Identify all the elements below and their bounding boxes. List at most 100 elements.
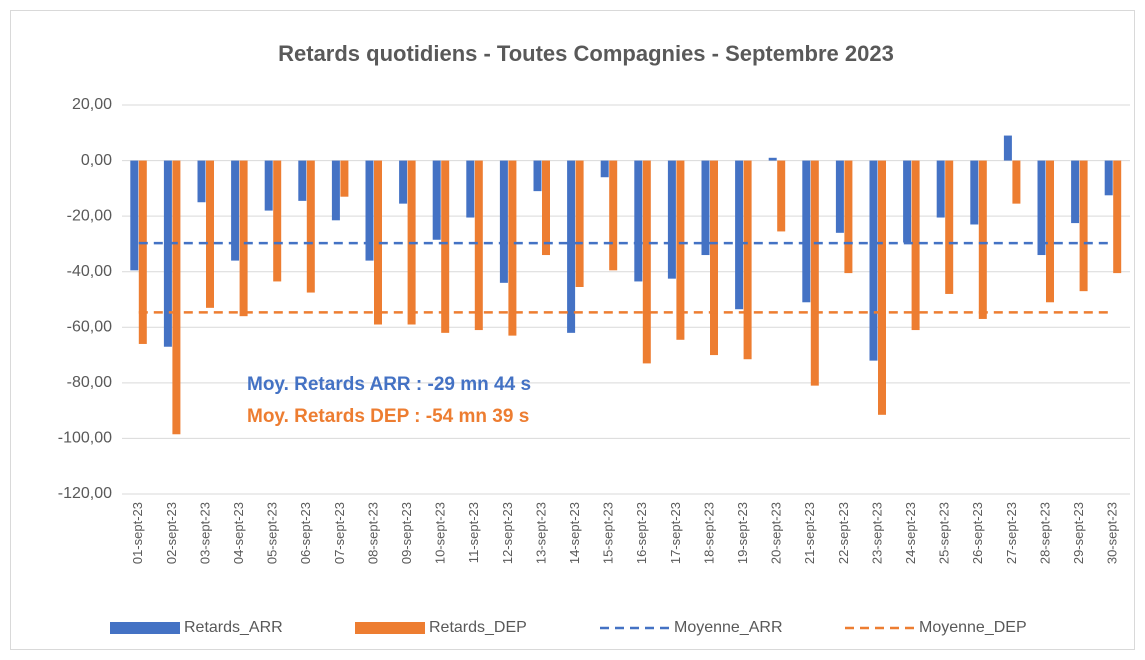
x-tick-label: 08-sept-23	[365, 502, 380, 564]
bar	[197, 160, 206, 203]
x-tick-label: 17-sept-23	[668, 502, 683, 564]
bar	[642, 160, 651, 364]
x-tick-label: 09-sept-23	[399, 502, 414, 564]
x-tick-label: 16-sept-23	[634, 502, 649, 564]
x-tick-label: 10-sept-23	[433, 502, 448, 564]
bar	[1012, 160, 1021, 204]
x-tick-label: 24-sept-23	[903, 502, 918, 564]
bar	[768, 157, 777, 161]
bar	[810, 160, 819, 386]
x-tick-label: 13-sept-23	[533, 502, 548, 564]
legend-swatch	[355, 622, 425, 634]
x-tick-label: 19-sept-23	[735, 502, 750, 564]
x-tick-label: 12-sept-23	[500, 502, 515, 564]
y-tick-label: -120,00	[58, 485, 112, 502]
legend-label: Retards_DEP	[429, 619, 527, 636]
y-tick-label: -100,00	[58, 430, 112, 447]
x-tick-label: 02-sept-23	[164, 502, 179, 564]
bar	[264, 160, 273, 211]
y-tick-label: -40,00	[67, 263, 112, 280]
legend-label: Moyenne_ARR	[674, 619, 783, 636]
bar	[936, 160, 945, 218]
bar	[945, 160, 954, 294]
bar	[970, 160, 979, 225]
annotation: Moy. Retards DEP : -54 mn 39 s	[247, 406, 529, 427]
x-tick-label: 06-sept-23	[298, 502, 313, 564]
bar	[542, 160, 550, 256]
x-tick-label: 27-sept-23	[1004, 502, 1019, 564]
x-tick-label: 21-sept-23	[802, 502, 817, 564]
bar	[365, 160, 374, 261]
bar	[978, 160, 987, 319]
bar	[466, 160, 475, 218]
x-tick-label: 11-sept-23	[466, 502, 481, 563]
bar	[609, 160, 618, 271]
legend-swatch	[110, 622, 180, 634]
legend-label: Moyenne_DEP	[919, 619, 1027, 636]
x-tick-label: 28-sept-23	[1037, 502, 1052, 564]
x-tick-label: 15-sept-23	[601, 502, 616, 564]
bar	[306, 160, 315, 293]
bar	[206, 160, 214, 308]
bar	[138, 160, 147, 344]
annotation: Moy. Retards ARR : -29 mn 44 s	[247, 374, 531, 395]
bar	[600, 160, 609, 178]
x-tick-label: 20-sept-23	[769, 502, 784, 564]
bar	[474, 160, 483, 331]
bar	[533, 160, 542, 192]
bar	[844, 160, 853, 274]
bar	[432, 160, 441, 240]
bar	[1079, 160, 1088, 292]
x-tick-label: 23-sept-23	[869, 502, 884, 564]
x-tick-label: 01-sept-23	[130, 502, 145, 564]
x-tick-label: 14-sept-23	[567, 502, 582, 564]
bar	[298, 160, 307, 201]
bar	[903, 160, 912, 243]
x-tick-label: 04-sept-23	[231, 502, 246, 564]
bar	[273, 160, 282, 282]
bar	[710, 160, 718, 356]
x-tick-label: 22-sept-23	[836, 502, 851, 564]
bar	[567, 160, 576, 333]
bar	[239, 160, 248, 317]
y-tick-label: -80,00	[67, 374, 112, 391]
bar	[331, 160, 340, 221]
bar	[735, 160, 744, 310]
bar	[1071, 160, 1080, 224]
bar	[1037, 160, 1046, 256]
bar	[676, 160, 685, 340]
bar	[499, 160, 508, 283]
bar	[911, 160, 920, 331]
bar	[399, 160, 408, 204]
bar	[1003, 135, 1012, 161]
x-tick-label: 26-sept-23	[970, 502, 985, 564]
bar	[1046, 160, 1054, 303]
y-tick-label: -20,00	[67, 207, 112, 224]
bar	[172, 160, 181, 435]
bar	[1104, 160, 1113, 196]
bar	[835, 160, 844, 233]
y-tick-label: -60,00	[67, 319, 112, 336]
bar	[163, 160, 172, 347]
bar	[869, 160, 878, 361]
bar	[634, 160, 643, 282]
bar	[743, 160, 752, 360]
x-tick-label: 29-sept-23	[1071, 502, 1086, 564]
bar	[231, 160, 240, 261]
y-tick-label: 0,00	[81, 152, 112, 169]
bar	[508, 160, 517, 336]
x-tick-label: 07-sept-23	[332, 502, 347, 564]
bar	[130, 160, 139, 271]
bar	[441, 160, 450, 333]
x-tick-label: 25-sept-23	[937, 502, 952, 564]
bar	[340, 160, 349, 197]
legend-label: Retards_ARR	[184, 619, 283, 636]
bar	[667, 160, 676, 279]
bar	[878, 160, 886, 415]
x-tick-label: 05-sept-23	[265, 502, 280, 564]
x-tick-label: 30-sept-23	[1105, 502, 1120, 564]
bar	[1113, 160, 1122, 274]
x-tick-label: 03-sept-23	[197, 502, 212, 564]
bar	[802, 160, 811, 303]
